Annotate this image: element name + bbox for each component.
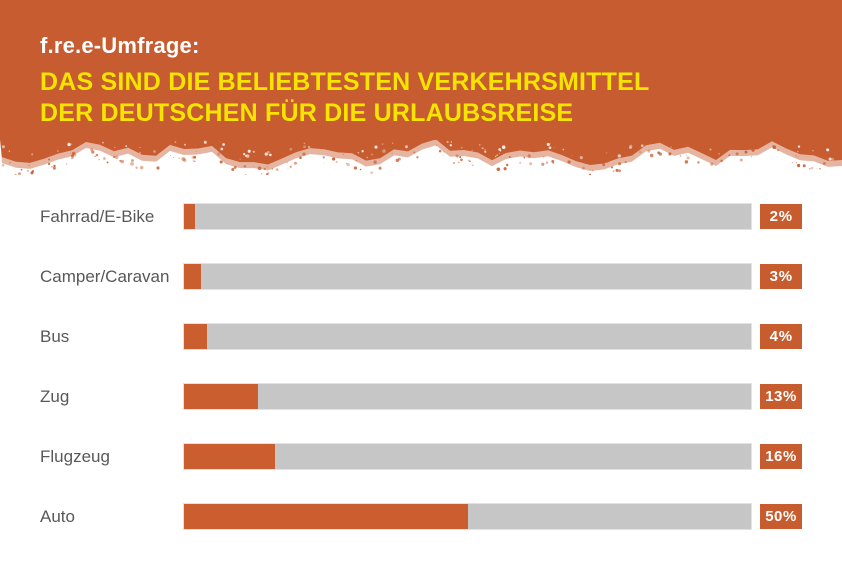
bar-fill	[184, 444, 275, 469]
chart-row: Zug 13 %	[40, 384, 802, 409]
bar-chart: Fahrrad/E-Bike 2 % Camper/Caravan 3 % Bus 4 %…	[0, 175, 842, 529]
category-label: Flugzeug	[40, 447, 184, 467]
chart-row: Fahrrad/E-Bike 2 %	[40, 204, 802, 229]
bar-track	[184, 264, 751, 289]
survey-kicker: f.re.e-Umfrage:	[40, 33, 802, 59]
bar-fill	[184, 204, 195, 229]
bar-track	[184, 204, 751, 229]
category-label: Auto	[40, 507, 184, 527]
bar-track	[184, 324, 751, 349]
bar-track	[184, 504, 751, 529]
bar-fill	[184, 384, 258, 409]
bar-fill	[184, 504, 468, 529]
category-label: Bus	[40, 327, 184, 347]
category-label: Fahrrad/E-Bike	[40, 207, 184, 227]
value-badge: 2 %	[760, 204, 802, 229]
bar-track	[184, 384, 751, 409]
value-badge: 13 %	[760, 384, 802, 409]
chart-row: Bus 4 %	[40, 324, 802, 349]
value-badge: 4 %	[760, 324, 802, 349]
category-label: Camper/Caravan	[40, 267, 184, 287]
chart-row: Auto 50 %	[40, 504, 802, 529]
bar-fill	[184, 324, 207, 349]
category-label: Zug	[40, 387, 184, 407]
value-badge: 50 %	[760, 504, 802, 529]
header: f.re.e-Umfrage: DAS SIND DIE BELIEBTESTE…	[0, 0, 842, 140]
page-title: DAS SIND DIE BELIEBTESTEN VERKEHRSMITTEL…	[40, 67, 802, 129]
infographic-canvas: f.re.e-Umfrage: DAS SIND DIE BELIEBTESTE…	[0, 0, 842, 567]
bar-track	[184, 444, 751, 469]
value-badge: 16 %	[760, 444, 802, 469]
value-badge: 3 %	[760, 264, 802, 289]
bar-fill	[184, 264, 201, 289]
chart-row: Flugzeug 16 %	[40, 444, 802, 469]
grunge-torn-edge	[0, 139, 842, 175]
chart-row: Camper/Caravan 3 %	[40, 264, 802, 289]
title-line-1: DAS SIND DIE BELIEBTESTEN VERKEHRSMITTEL	[40, 68, 649, 96]
title-line-2: DER DEUTSCHEN FÜR DIE URLAUBSREISE	[40, 99, 573, 127]
